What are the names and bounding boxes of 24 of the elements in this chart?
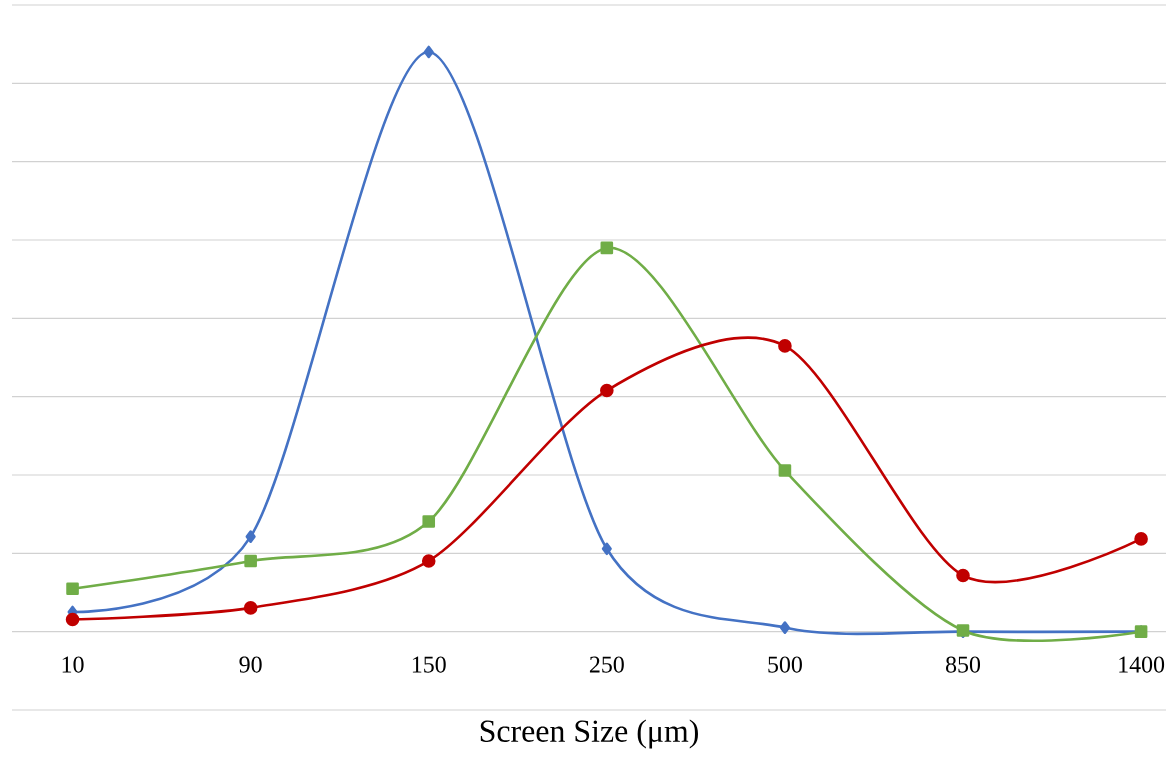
point [66, 582, 79, 596]
point [243, 601, 258, 615]
x-tick-label: 850 [945, 656, 981, 673]
point [245, 530, 256, 543]
x-tick-label: 90 [239, 656, 262, 673]
point [1134, 532, 1148, 546]
point [600, 241, 614, 255]
x-tick-label: 500 [768, 656, 802, 673]
point [600, 383, 614, 398]
point [778, 339, 792, 353]
point [601, 542, 612, 556]
point [422, 515, 436, 528]
point [244, 554, 257, 568]
point [65, 612, 80, 627]
point [423, 45, 434, 59]
point [421, 554, 436, 568]
point [779, 621, 790, 634]
x-tick-label: 10 [62, 656, 84, 673]
point [956, 568, 970, 583]
x-tick-label: 250 [589, 656, 624, 673]
x-tick-label: 150 [412, 656, 446, 673]
x-axis-title: Screen Size (μm) [480, 719, 698, 749]
x-tick-label: 1400 [1119, 656, 1165, 673]
point [778, 464, 792, 477]
